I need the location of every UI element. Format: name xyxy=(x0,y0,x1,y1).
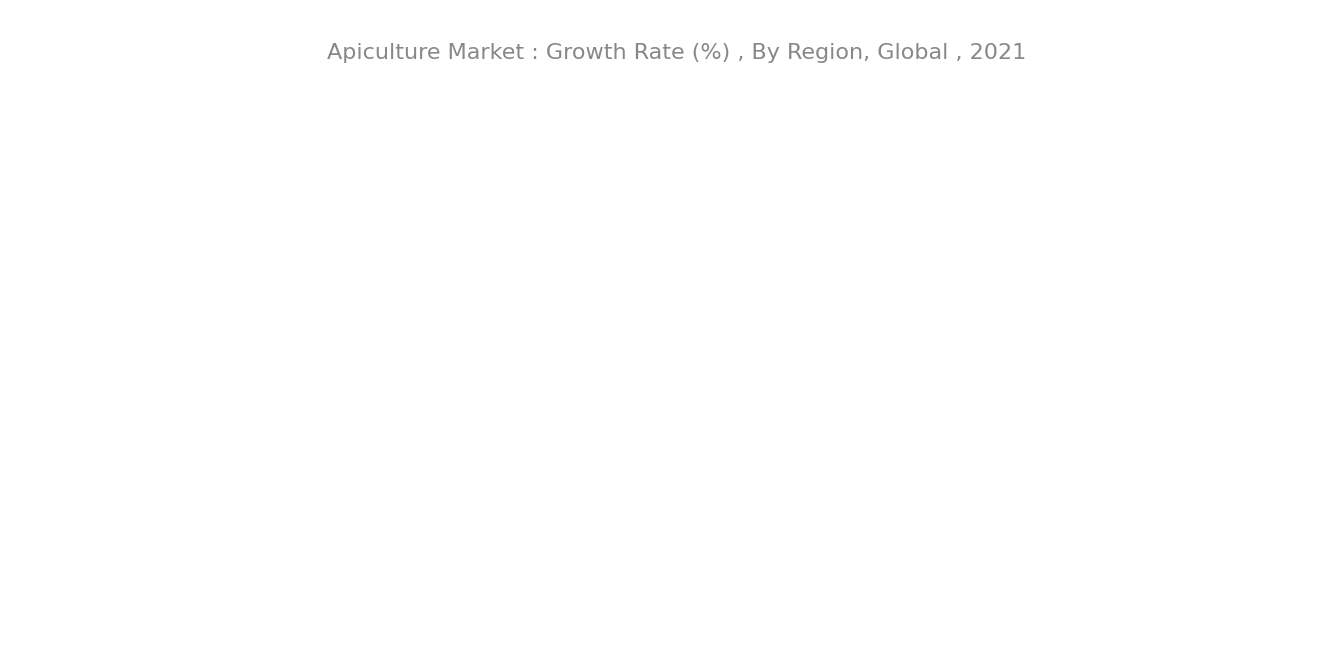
Title: Apiculture Market : Growth Rate (%) , By Region, Global , 2021: Apiculture Market : Growth Rate (%) , By… xyxy=(327,43,1026,63)
